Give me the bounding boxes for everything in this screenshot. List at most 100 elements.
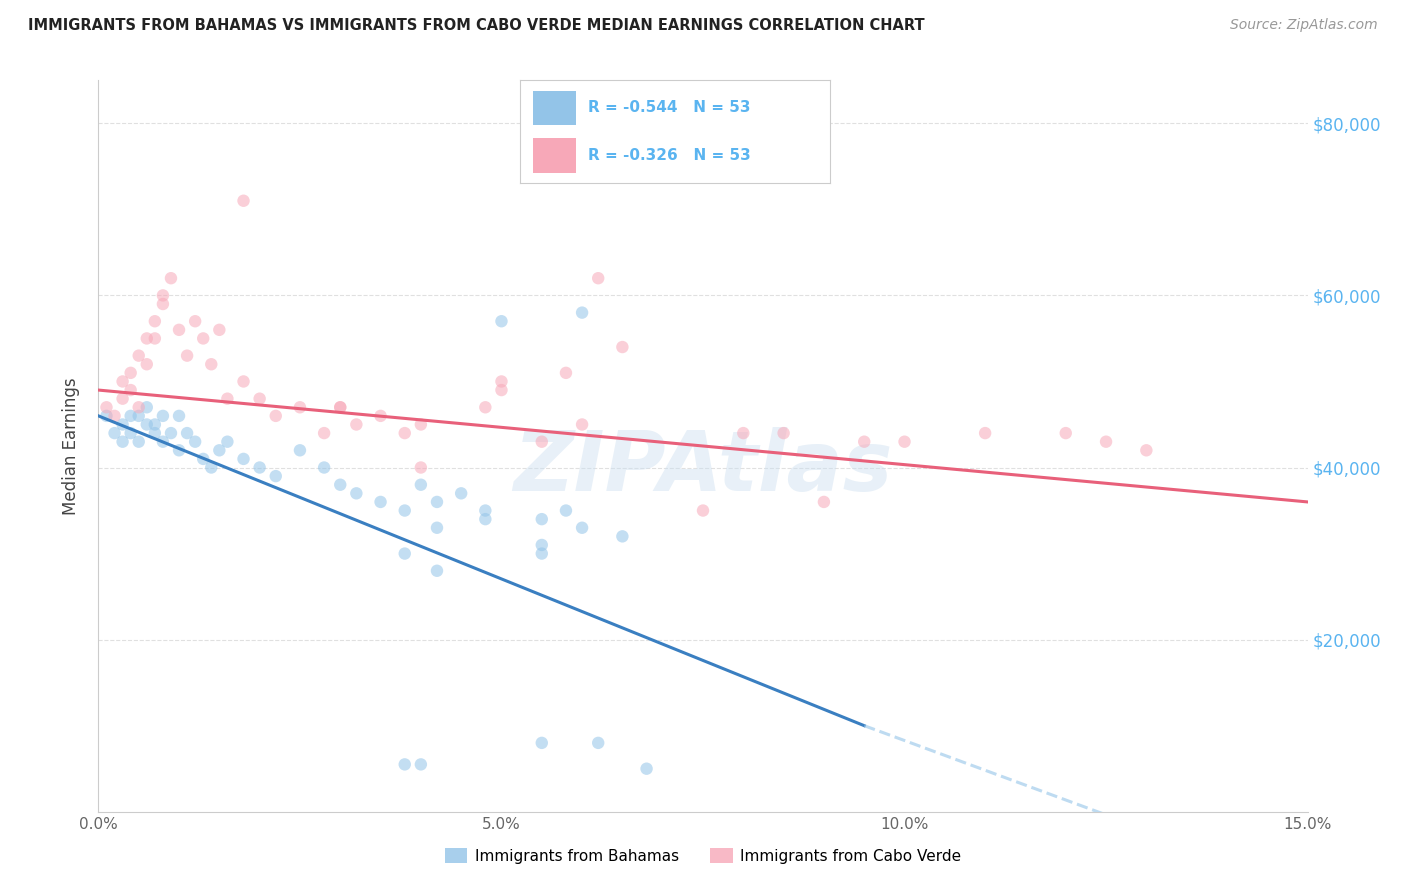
Point: [612, 529, 634, 543]
Point: [128, 409, 150, 423]
Point: [530, 512, 553, 526]
Point: [329, 477, 352, 491]
Point: [152, 297, 174, 311]
Point: [232, 451, 254, 466]
Point: [128, 349, 150, 363]
Point: [491, 375, 513, 389]
Point: [571, 305, 593, 319]
Point: [586, 736, 609, 750]
Point: [143, 331, 166, 345]
Point: [249, 460, 271, 475]
Point: [111, 417, 134, 432]
Point: [426, 521, 449, 535]
Point: [409, 477, 432, 491]
Point: [135, 417, 157, 432]
Point: [1054, 426, 1077, 441]
Point: [530, 538, 553, 552]
Point: [264, 409, 287, 423]
Point: [184, 434, 207, 449]
Point: [586, 271, 609, 285]
Point: [160, 426, 183, 441]
Point: [329, 401, 352, 415]
FancyBboxPatch shape: [533, 137, 576, 173]
Point: [167, 443, 190, 458]
Point: [152, 288, 174, 302]
Point: [409, 417, 432, 432]
FancyBboxPatch shape: [533, 91, 576, 126]
Point: [120, 409, 142, 423]
Point: [329, 401, 352, 415]
Point: [288, 401, 311, 415]
Point: [111, 375, 134, 389]
Point: [193, 331, 215, 345]
Point: [571, 417, 593, 432]
Point: [184, 314, 207, 328]
Text: R = -0.544   N = 53: R = -0.544 N = 53: [588, 101, 751, 115]
Point: [135, 357, 157, 371]
Point: [612, 340, 634, 354]
Point: [394, 547, 416, 561]
Point: [344, 486, 367, 500]
Point: [103, 426, 125, 441]
Point: [232, 375, 254, 389]
Point: [491, 314, 513, 328]
Text: IMMIGRANTS FROM BAHAMAS VS IMMIGRANTS FROM CABO VERDE MEDIAN EARNINGS CORRELATIO: IMMIGRANTS FROM BAHAMAS VS IMMIGRANTS FR…: [28, 18, 925, 33]
Point: [530, 434, 553, 449]
Point: [103, 409, 125, 423]
Point: [491, 383, 513, 397]
Legend: Immigrants from Bahamas, Immigrants from Cabo Verde: Immigrants from Bahamas, Immigrants from…: [439, 842, 967, 870]
Point: [394, 757, 416, 772]
Point: [450, 486, 472, 500]
Point: [160, 271, 183, 285]
Point: [135, 331, 157, 345]
Point: [893, 434, 915, 449]
Point: [394, 426, 416, 441]
Point: [394, 503, 416, 517]
Point: [167, 323, 190, 337]
Point: [264, 469, 287, 483]
Point: [288, 443, 311, 458]
Y-axis label: Median Earnings: Median Earnings: [62, 377, 80, 515]
Point: [111, 392, 134, 406]
Point: [176, 349, 198, 363]
Point: [474, 512, 496, 526]
Point: [96, 409, 118, 423]
Point: [167, 409, 190, 423]
Point: [176, 426, 198, 441]
Point: [474, 401, 496, 415]
Point: [208, 443, 231, 458]
Point: [128, 434, 150, 449]
Point: [409, 757, 432, 772]
Point: [733, 426, 755, 441]
Point: [571, 521, 593, 535]
Point: [426, 495, 449, 509]
Point: [208, 323, 231, 337]
Point: [120, 366, 142, 380]
Point: [200, 357, 222, 371]
Point: [128, 401, 150, 415]
Point: [152, 409, 174, 423]
Point: [143, 426, 166, 441]
Point: [853, 434, 876, 449]
Point: [314, 426, 336, 441]
Point: [152, 434, 174, 449]
Point: [120, 426, 142, 441]
Point: [555, 503, 578, 517]
Text: R = -0.326   N = 53: R = -0.326 N = 53: [588, 148, 751, 162]
Point: [370, 409, 392, 423]
Point: [813, 495, 835, 509]
Point: [530, 736, 553, 750]
Text: ZIPAtlas: ZIPAtlas: [513, 427, 893, 508]
Point: [193, 451, 215, 466]
Point: [111, 434, 134, 449]
Point: [120, 383, 142, 397]
Point: [370, 495, 392, 509]
Point: [1135, 443, 1157, 458]
Point: [409, 460, 432, 475]
Point: [474, 503, 496, 517]
Point: [217, 434, 239, 449]
Point: [249, 392, 271, 406]
Point: [217, 392, 239, 406]
Point: [426, 564, 449, 578]
Point: [143, 314, 166, 328]
